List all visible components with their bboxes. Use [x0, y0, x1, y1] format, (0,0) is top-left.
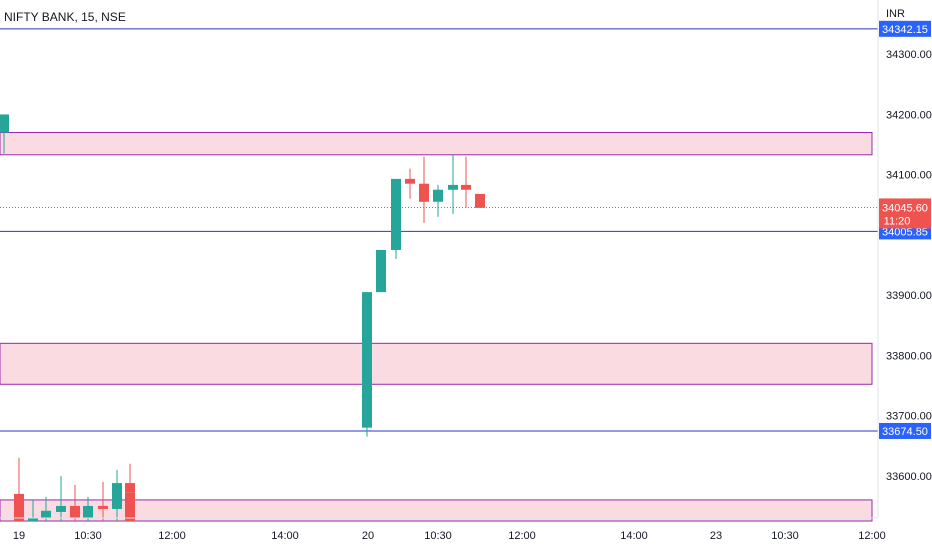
candle-body-19	[475, 193, 485, 208]
zone-2	[0, 499, 873, 522]
candle-body-18	[461, 184, 471, 190]
y-tick-label-5: 33700.00	[886, 411, 932, 423]
candle-body-16	[433, 189, 443, 202]
x-tick-label-7: 14:00	[620, 530, 648, 542]
x-tick-label-9: 10:30	[771, 530, 799, 542]
last-price-label-bg	[879, 198, 931, 229]
x-tick-label-0: 19	[13, 530, 25, 542]
horizontal-lines-layer	[0, 28, 878, 432]
candles-layer	[0, 114, 485, 522]
candle-body-10	[125, 492, 135, 522]
y-tick-label-6: 33600.00	[886, 471, 932, 483]
candle-body-13	[391, 178, 401, 250]
candle-body-17	[448, 184, 458, 190]
y-tick-label-1: 34200.00	[886, 109, 932, 121]
candle-body-3	[41, 510, 51, 518]
y-tick-label-3: 33900.00	[886, 290, 932, 302]
last-price-label: 34045.60	[882, 202, 928, 214]
zone-0	[0, 132, 873, 156]
x-tick-label-10: 12:00	[858, 530, 886, 542]
y-tick-label-4: 33800.00	[886, 350, 932, 362]
candle-body-11	[362, 292, 372, 428]
candle-body-4	[56, 505, 66, 512]
candle-body-0	[0, 114, 9, 133]
candle-body-7	[98, 505, 108, 509]
zones-layer	[0, 132, 873, 522]
x-axis: 19 10:30 12:00 14:00 20 10:30 12:00 14:00 23 10:3…	[13, 530, 886, 542]
x-tick-label-8: 23	[710, 530, 722, 542]
price-label-bg-2	[879, 422, 931, 439]
x-tick-label-6: 12:00	[508, 530, 536, 542]
chart-title: NIFTY BANK, 15, NSE	[4, 10, 126, 24]
candle-body-5	[70, 505, 80, 518]
price-label-bg-0	[879, 20, 931, 37]
y-tick-label-0: 34300.00	[886, 49, 932, 61]
candle-body-15	[419, 183, 429, 202]
currency-label: INR	[886, 8, 905, 20]
candle-body-6	[83, 505, 93, 518]
candle-body-8	[112, 483, 122, 509]
y-tick-label-2: 34100.00	[886, 170, 932, 182]
zone-1	[0, 342, 873, 385]
candle-body-14	[405, 178, 415, 184]
price-label-1: 34005.85	[882, 226, 928, 238]
x-tick-label-1: 10:30	[74, 530, 102, 542]
price-label-0: 34342.15	[882, 24, 928, 36]
countdown-label: 11:20	[884, 215, 911, 227]
candle-body-12	[376, 249, 386, 293]
candle-body-1	[14, 493, 24, 522]
x-tick-label-2: 12:00	[158, 530, 186, 542]
candle-body-2	[28, 518, 38, 522]
x-tick-label-4: 20	[362, 530, 374, 542]
x-tick-label-5: 10:30	[424, 530, 452, 542]
x-tick-label-3: 14:00	[271, 530, 299, 542]
y-axis: 34300.00 34200.00 34100.00 33900.00 33800.00…	[886, 49, 932, 483]
price-label-2: 33674.50	[882, 426, 928, 438]
